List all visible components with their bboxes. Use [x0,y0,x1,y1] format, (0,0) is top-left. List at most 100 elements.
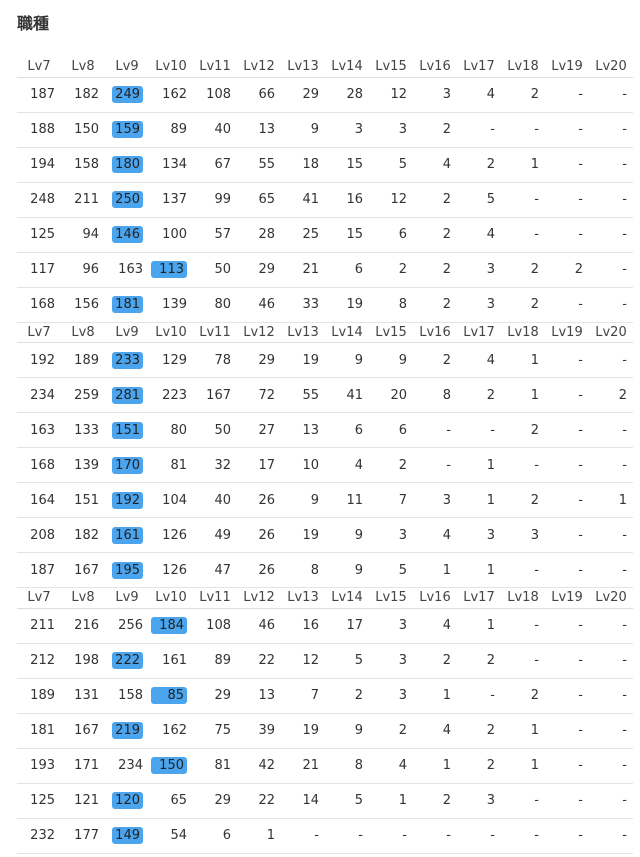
cell: 232 [17,818,61,854]
cell: 9 [325,552,369,588]
cell: - [545,342,589,378]
cell: 7 [369,482,413,518]
column-header: Lv20 [589,588,633,609]
cell: 171 [61,748,105,784]
cell: - [545,783,589,819]
cell: 163 [17,412,61,448]
cell: 3 [413,77,457,113]
cell: 250 [105,182,149,218]
cell: 234 [105,748,149,784]
cell: 216 [61,608,105,644]
cell: - [589,783,633,819]
data-row: 189 131 158 85 29 13 7 2 3 1-2- - [17,678,633,714]
cell: 1 [457,447,501,483]
column-header: Lv13 [281,57,325,78]
cell: - [589,217,633,253]
column-header: Lv11 [193,57,237,78]
cell: - [589,517,633,553]
cell: 49 [193,517,237,553]
cell: 5 [325,783,369,819]
cell: - [413,412,457,448]
cell: 163 [105,252,149,288]
cell: 208 [17,517,61,553]
cell: 2 [325,678,369,714]
cell: 5 [369,552,413,588]
cell: 81 [149,447,193,483]
column-header: Lv19 [545,322,589,343]
cell: 193 [17,748,61,784]
column-header: Lv18 [501,322,545,343]
cell: 2 [413,643,457,679]
cell: - [589,112,633,148]
cell: 2 [413,252,457,288]
cell: 161 [149,643,193,679]
data-row: 181 167 219 162 75 39 19 9 2 4 2 1- - [17,713,633,749]
cell: 4 [325,447,369,483]
column-header: Lv16 [413,322,457,343]
highlighted-value: 170 [112,456,143,474]
cell: - [545,678,589,714]
cell: 139 [149,287,193,323]
cell: 3 [325,112,369,148]
cell: 2 [413,182,457,218]
cell: 8 [369,287,413,323]
cell: 1 [413,678,457,714]
cell: 3 [369,608,413,644]
cell: - [369,818,413,854]
cell: 187 [17,552,61,588]
cell: 28 [325,77,369,113]
cell: 126 [149,552,193,588]
cell: 1 [237,818,281,854]
cell: 54 [149,818,193,854]
cell: 12 [369,77,413,113]
page-title: 職種 [17,14,50,33]
cell: 248 [17,182,61,218]
cell: - [545,182,589,218]
cell: 121 [61,783,105,819]
cell: 9 [325,713,369,749]
cell: 78 [193,342,237,378]
cell: 125 [17,783,61,819]
cell: 1 [501,342,545,378]
column-header: Lv19 [545,57,589,78]
cell: 2 [369,252,413,288]
cell: 81 [193,748,237,784]
data-row: 192 189 233 129 78 29 19 9 9 2 4 1- - [17,342,633,378]
cell: 2 [501,252,545,288]
cell: 2 [501,412,545,448]
cell: 189 [61,342,105,378]
cell: 13 [237,112,281,148]
cell: - [501,608,545,644]
cell: 9 [281,112,325,148]
cell: - [589,252,633,288]
cell: 29 [281,77,325,113]
cell: - [413,818,457,854]
cell: - [457,412,501,448]
cell: 80 [193,287,237,323]
data-row: 248 211 250 137 99 65 41 16 12 2 5- - - [17,182,633,218]
cell: 66 [237,77,281,113]
data-row: 168 156 181 139 80 46 33 19 8 2 3 2- - [17,287,633,323]
cell: 4 [457,217,501,253]
data-row: 163 133 151 80 50 27 13 6 6- -2- - [17,412,633,448]
data-row: 211 216 256 184 108 46 16 17 3 4 1- - - [17,608,633,644]
cell: 195 [105,552,149,588]
cell: 27 [237,412,281,448]
cell: 189 [17,678,61,714]
cell: - [589,678,633,714]
cell: 134 [149,147,193,183]
cell: 17 [237,447,281,483]
cell: - [589,447,633,483]
level-table: Lv7 Lv8 Lv9 Lv10 Lv11 Lv12 Lv13 Lv14 Lv15 Lv16 Lv1… [17,322,633,588]
column-header: Lv15 [369,322,413,343]
cell: - [501,217,545,253]
column-header: Lv13 [281,588,325,609]
cell: - [589,713,633,749]
cell: 5 [325,643,369,679]
cell: 223 [149,377,193,413]
cell: 146 [105,217,149,253]
cell: 2 [457,377,501,413]
cell: 150 [149,748,193,784]
level-table: Lv7 Lv8 Lv9 Lv10 Lv11 Lv12 Lv13 Lv14 Lv15 Lv16 Lv1… [17,588,633,854]
cell: 2 [501,482,545,518]
